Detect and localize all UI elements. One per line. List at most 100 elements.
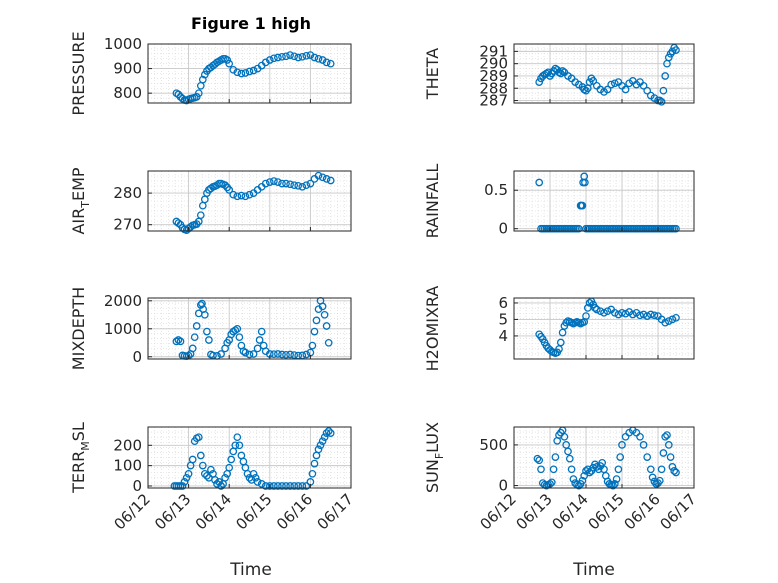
data-point: [253, 478, 262, 486]
data-point: [233, 324, 242, 333]
figure-title: Figure 1 high: [191, 14, 311, 33]
data-point: [544, 68, 553, 77]
y-axis-label: TERRMSL: [69, 422, 92, 494]
data-point: [286, 482, 294, 490]
data-point: [198, 461, 207, 470]
data-point: [215, 478, 223, 486]
data-point: [286, 350, 294, 359]
data-point: [265, 178, 274, 186]
data-point: [282, 52, 290, 61]
y-tick-label: 280: [113, 184, 142, 202]
y-tick-label: 6: [498, 294, 508, 312]
data-point: [249, 469, 258, 478]
y-tick-label: 288: [479, 79, 508, 97]
data-point: [261, 179, 270, 188]
data-point: [194, 89, 203, 98]
data-point: [249, 350, 258, 358]
y-tick-label: 290: [479, 55, 508, 73]
data-point: [643, 312, 652, 320]
data-point: [237, 69, 246, 78]
data-point: [302, 482, 311, 490]
data-point: [664, 53, 673, 62]
y-axis-label: H2OMIXRA: [423, 286, 442, 372]
data-point: [322, 429, 331, 437]
y-tick-label: 0: [132, 348, 142, 366]
data-point: [320, 433, 329, 442]
data-point: [636, 311, 644, 320]
y-tick-label: 0: [498, 220, 508, 238]
data-point: [282, 179, 290, 188]
data-point: [249, 66, 258, 75]
data-point: [196, 301, 205, 309]
minor-grid: [514, 171, 694, 231]
y-axis-label-subscript: M: [79, 441, 92, 451]
data-point: [241, 69, 250, 77]
x-tick-label: 06/16: [621, 490, 664, 533]
data-point: [255, 336, 264, 344]
data-point: [643, 453, 652, 461]
data-point: [310, 327, 319, 336]
data-point: [659, 449, 668, 457]
data-point: [648, 473, 657, 482]
data-point: [278, 482, 286, 490]
data-point: [592, 305, 601, 314]
data-point: [290, 351, 299, 359]
data-point: [184, 469, 193, 478]
data-point: [172, 337, 181, 346]
data-point: [318, 302, 327, 311]
data-point: [192, 322, 201, 330]
data-point: [535, 456, 544, 465]
data-point: [278, 350, 286, 359]
axes-box: [147, 43, 352, 104]
series-markers: [172, 171, 335, 234]
data-point: [614, 310, 623, 319]
y-tick-label: 289: [479, 67, 508, 85]
data-point: [257, 480, 266, 488]
data-point: [200, 469, 209, 478]
x-tick-label: 06/13: [513, 490, 556, 533]
x-tick-label: 06/15: [232, 490, 275, 533]
data-point: [298, 482, 307, 490]
data-point: [225, 59, 234, 68]
data-point: [270, 54, 278, 63]
subplot-air_temp: 270 280 AIRTEMP: [69, 167, 352, 235]
data-point: [274, 53, 282, 62]
data-point: [194, 433, 203, 442]
y-tick-label: 2000: [104, 292, 142, 310]
data-point: [211, 476, 219, 484]
data-point: [192, 93, 201, 101]
minor-grid: [148, 171, 351, 231]
data-point: [251, 473, 260, 482]
data-point: [314, 171, 323, 180]
y-tick-label: 100: [113, 457, 142, 475]
y-tick-label: 4: [498, 327, 508, 345]
data-point: [253, 344, 262, 353]
data-point: [200, 310, 209, 319]
y-tick-label: 287: [479, 92, 508, 110]
data-point: [318, 56, 327, 64]
data-point: [223, 56, 232, 64]
data-point: [217, 350, 225, 358]
data-point: [574, 224, 583, 233]
data-point: [188, 455, 197, 464]
data-point: [298, 182, 307, 191]
data-point: [231, 326, 240, 335]
y-axis-label-rest: SL: [69, 422, 88, 441]
data-point: [639, 310, 648, 319]
data-point: [235, 441, 244, 450]
y-axis-label-main: MIXDEPTH: [69, 287, 88, 370]
data-point: [203, 327, 211, 336]
data-point: [580, 471, 589, 480]
data-point: [646, 310, 655, 319]
data-point: [591, 304, 599, 312]
data-point: [618, 308, 626, 317]
data-point: [672, 468, 680, 477]
data-point: [274, 178, 282, 186]
data-point: [672, 224, 680, 233]
data-point: [618, 441, 626, 449]
data-point: [666, 453, 675, 461]
y-axis-label: PRESSURE: [69, 31, 88, 115]
